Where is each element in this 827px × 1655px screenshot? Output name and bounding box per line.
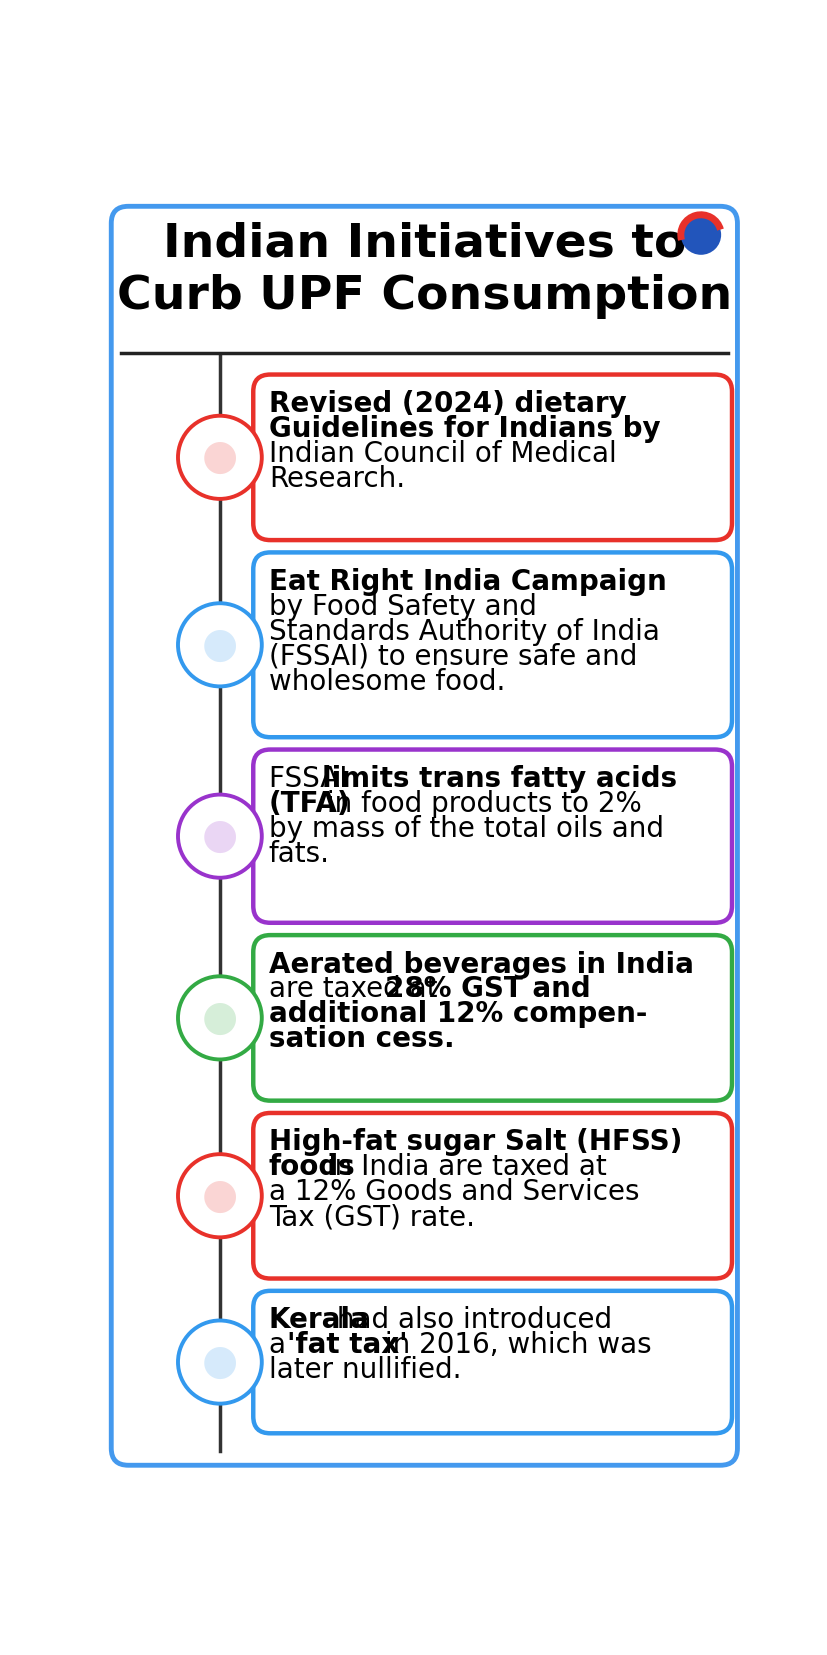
Text: ●: ●	[202, 1341, 238, 1384]
Text: ●: ●	[202, 624, 238, 665]
Text: sation cess.: sation cess.	[269, 1026, 454, 1053]
FancyBboxPatch shape	[253, 374, 731, 540]
Text: a 12% Goods and Services: a 12% Goods and Services	[269, 1178, 638, 1206]
Circle shape	[178, 1154, 261, 1238]
Circle shape	[178, 794, 261, 877]
Text: Revised (2024) dietary: Revised (2024) dietary	[269, 391, 626, 419]
FancyBboxPatch shape	[253, 1112, 731, 1279]
Text: in 2016, which was: in 2016, which was	[375, 1331, 651, 1359]
Text: in India are taxed at: in India are taxed at	[318, 1154, 606, 1182]
Text: Kerala: Kerala	[269, 1306, 369, 1334]
Text: Indian Council of Medical: Indian Council of Medical	[269, 440, 616, 468]
Text: Indian Initiatives to: Indian Initiatives to	[162, 222, 686, 266]
FancyBboxPatch shape	[111, 207, 737, 1465]
Text: later nullified.: later nullified.	[269, 1355, 461, 1384]
Text: Aerated beverages in India: Aerated beverages in India	[269, 950, 693, 978]
Text: by mass of the total oils and: by mass of the total oils and	[269, 814, 663, 842]
Circle shape	[680, 215, 720, 255]
Text: 28% GST and: 28% GST and	[385, 975, 590, 1003]
FancyBboxPatch shape	[253, 750, 731, 923]
Text: in food products to 2%: in food products to 2%	[318, 789, 641, 818]
Text: a: a	[269, 1331, 294, 1359]
Circle shape	[178, 976, 261, 1059]
Circle shape	[178, 415, 261, 498]
Text: fats.: fats.	[269, 839, 329, 867]
Text: 'fat tax': 'fat tax'	[286, 1331, 407, 1359]
Text: by Food Safety and: by Food Safety and	[269, 592, 536, 621]
Text: Tax (GST) rate.: Tax (GST) rate.	[269, 1203, 474, 1231]
Text: Eat Right India Campaign: Eat Right India Campaign	[269, 568, 666, 596]
Text: (TFA): (TFA)	[269, 789, 350, 818]
Text: Standards Authority of India: Standards Authority of India	[269, 617, 659, 645]
Circle shape	[178, 602, 261, 687]
Text: had also introduced: had also introduced	[327, 1306, 611, 1334]
Text: wholesome food.: wholesome food.	[269, 667, 504, 695]
FancyBboxPatch shape	[253, 1291, 731, 1433]
Text: FSSAI: FSSAI	[269, 765, 356, 793]
Text: additional 12% compen-: additional 12% compen-	[269, 1000, 647, 1028]
Text: (FSSAI) to ensure safe and: (FSSAI) to ensure safe and	[269, 642, 637, 670]
Text: Research.: Research.	[269, 465, 404, 493]
Text: ●: ●	[202, 816, 238, 857]
FancyBboxPatch shape	[253, 553, 731, 736]
Text: ●: ●	[202, 996, 238, 1039]
Text: foods: foods	[269, 1154, 355, 1182]
Text: ●: ●	[202, 1175, 238, 1216]
Circle shape	[178, 1321, 261, 1403]
Text: Curb UPF Consumption: Curb UPF Consumption	[117, 275, 731, 319]
Text: Guidelines for Indians by: Guidelines for Indians by	[269, 415, 660, 444]
Text: are taxed at: are taxed at	[269, 975, 446, 1003]
Text: High-fat sugar Salt (HFSS): High-fat sugar Salt (HFSS)	[269, 1129, 681, 1157]
Text: limits trans fatty acids: limits trans fatty acids	[322, 765, 676, 793]
Text: ●: ●	[202, 437, 238, 478]
FancyBboxPatch shape	[253, 935, 731, 1101]
